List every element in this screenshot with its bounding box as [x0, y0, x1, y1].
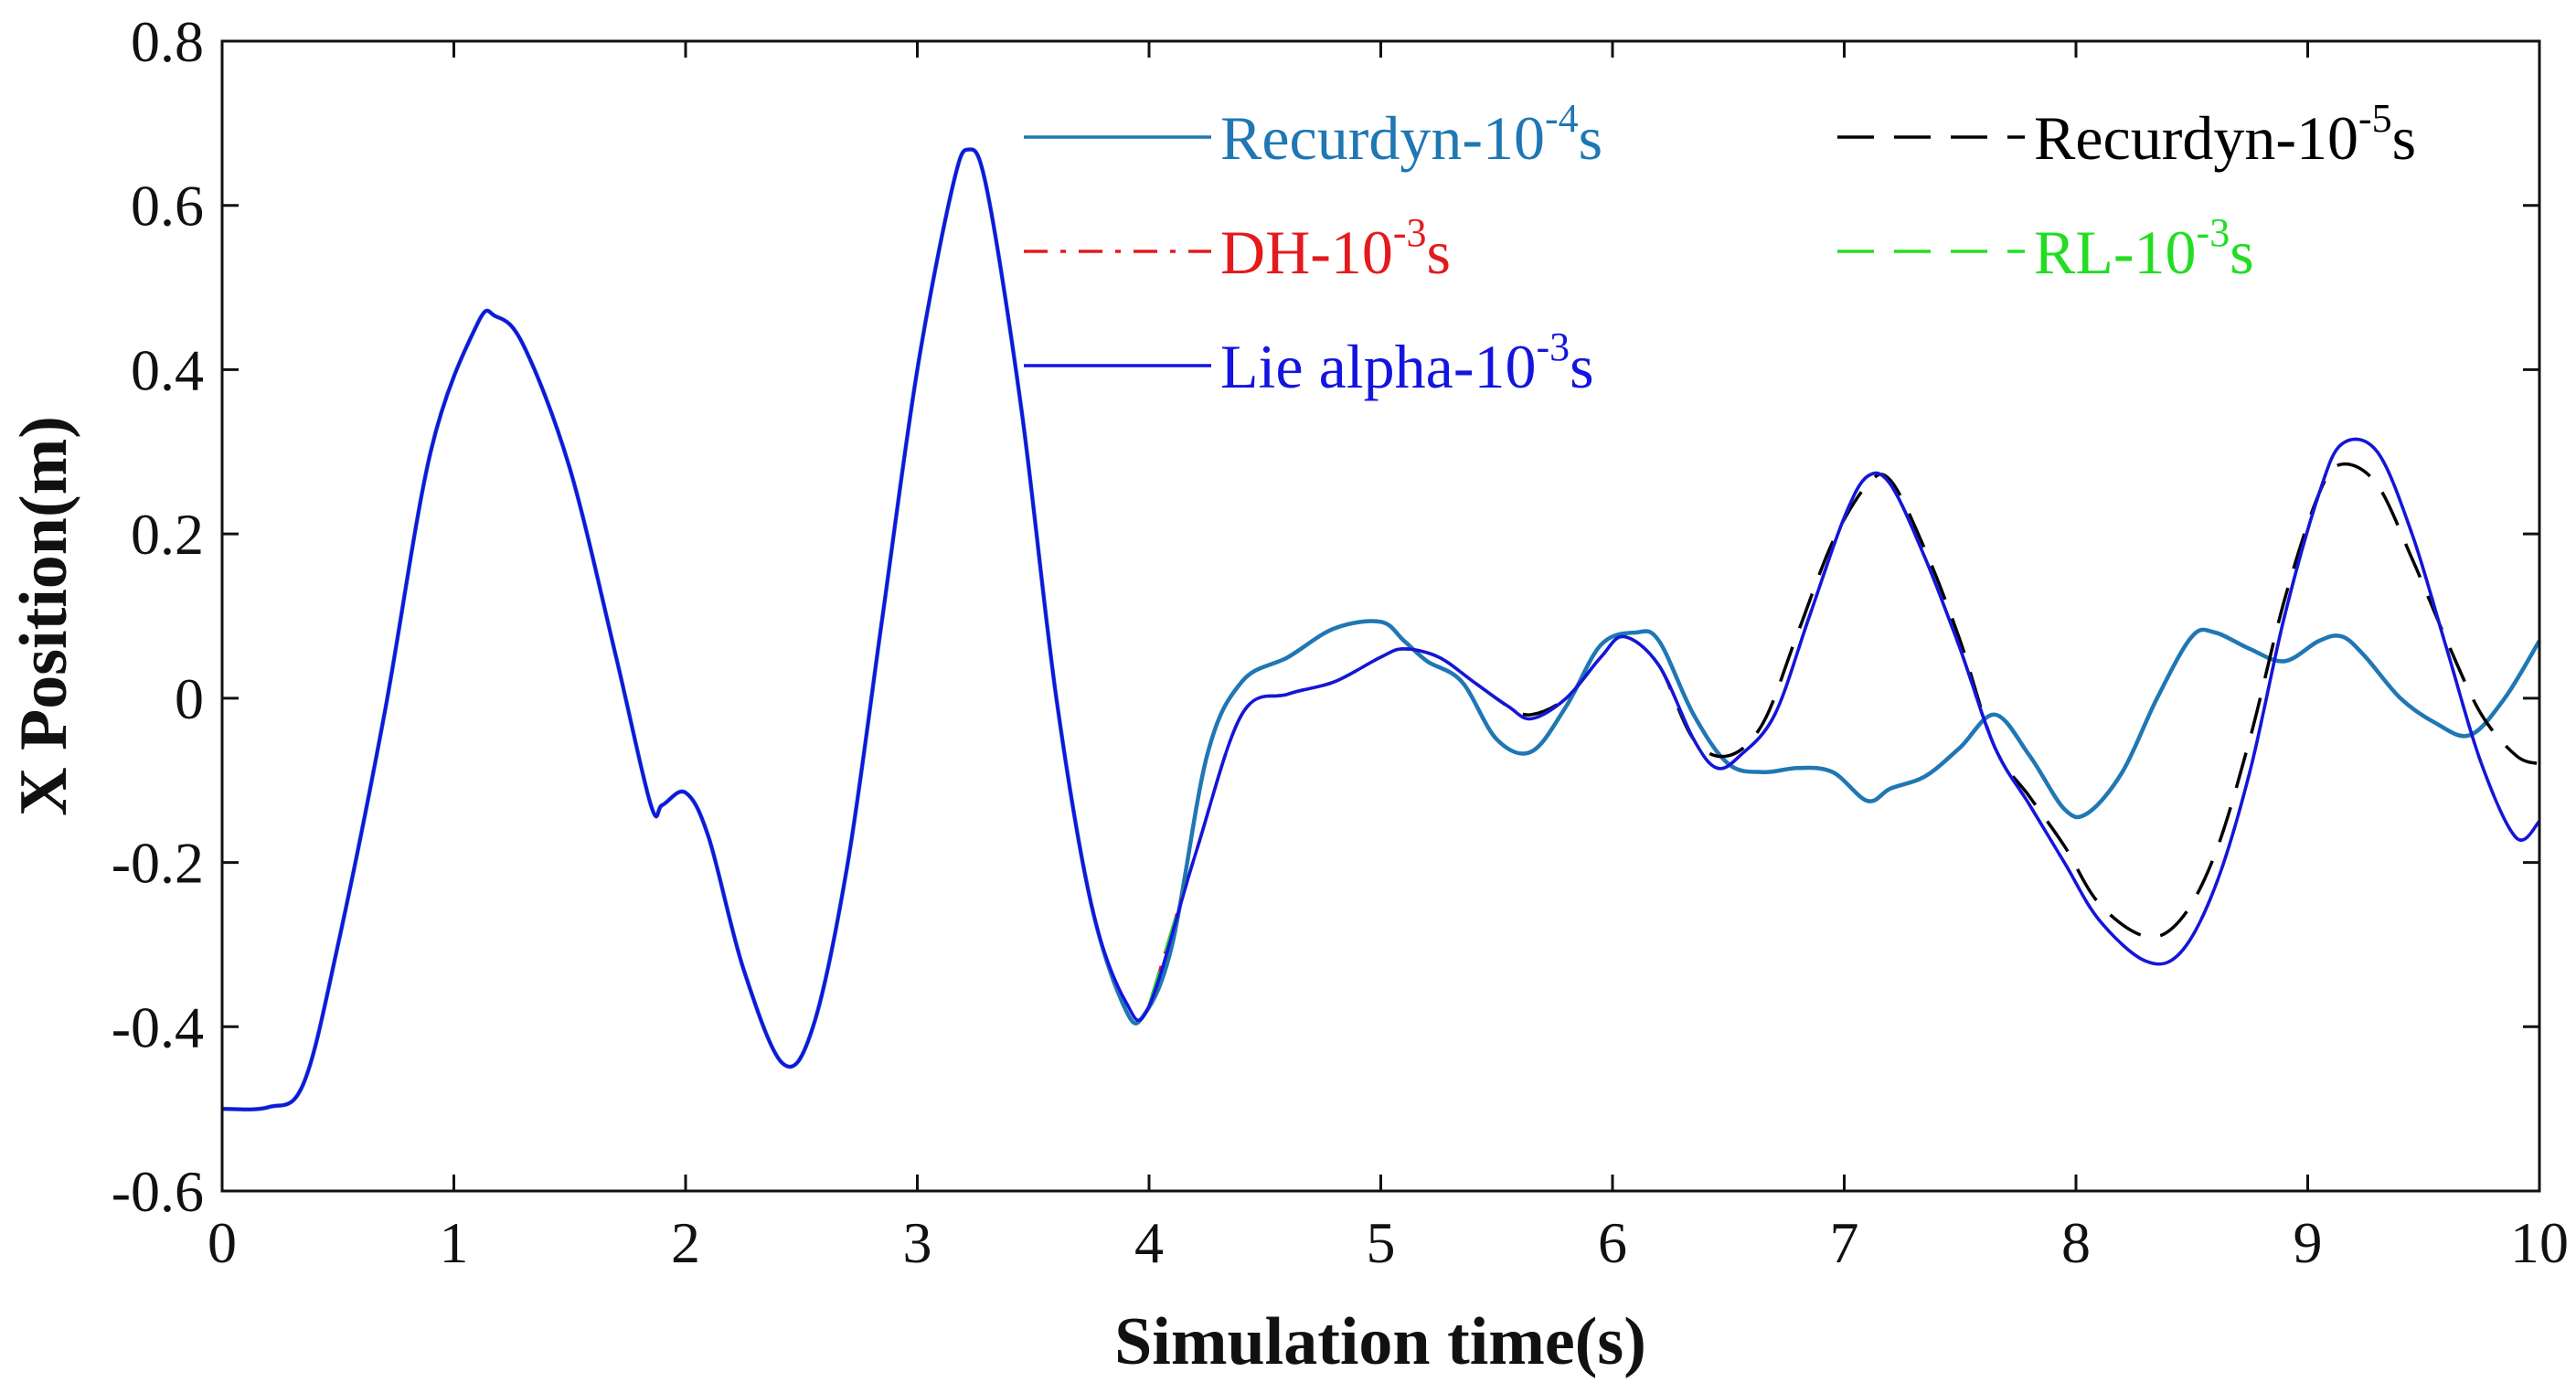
- legend-label: Lie alpha-10-3s: [1220, 324, 1594, 401]
- series-layer: [221, 147, 2541, 1112]
- y-tick-label: -0.6: [112, 1159, 204, 1224]
- x-tick-label: 9: [2294, 1210, 2323, 1275]
- series-line-recurdyn-10m5: [1147, 462, 2540, 1007]
- y-tick-label: 0.8: [131, 9, 204, 74]
- x-tick-label: 6: [1598, 1210, 1627, 1275]
- y-axis-title: X Position(m): [6, 416, 81, 816]
- legend: Recurdyn-10-4s Recurdyn-10-5s DH-10-3s RL-1…: [1024, 96, 2416, 401]
- legend-label: Recurdyn-10-5s: [2034, 96, 2416, 173]
- x-axis-title: Simulation time(s): [1114, 1304, 1646, 1379]
- x-tick-label: 5: [1367, 1210, 1396, 1275]
- legend-label: DH-10-3s: [1220, 210, 1451, 287]
- plot-area-frame: [220, 39, 2541, 1193]
- x-tick-label: 4: [1134, 1210, 1164, 1275]
- legend-label: Recurdyn-10-4s: [1220, 96, 1602, 173]
- x-tick-label: 2: [671, 1210, 700, 1275]
- series-line-lie-alpha-10m3: [221, 147, 2541, 1111]
- y-tick-label: 0.4: [131, 337, 204, 402]
- series-line-rl-10m3: [1147, 437, 2541, 1007]
- y-tick-label: 0.6: [131, 174, 204, 239]
- tick-layer: 0 1 2 3 4 5 6 7 8 9 10 -0.6 -0.4 -0.2 0 0.2 0.4 0.6 0.8: [112, 9, 2569, 1275]
- x-tick-label: 10: [2510, 1210, 2569, 1275]
- x-tick-label: 8: [2061, 1210, 2091, 1275]
- y-tick-label: 0: [175, 666, 204, 731]
- x-tick-label: 0: [208, 1210, 237, 1275]
- y-tick-label: -0.2: [112, 831, 204, 896]
- legend-label: RL-10-3s: [2034, 210, 2254, 287]
- series-line-dh-10m3: [1147, 437, 2541, 1007]
- y-tick-label: -0.4: [112, 994, 204, 1059]
- x-tick-label: 7: [1830, 1210, 1859, 1275]
- y-tick-label: 0.2: [131, 502, 204, 567]
- series-line-recurdyn-10m4: [221, 147, 2541, 1112]
- x-tick-label: 1: [440, 1210, 469, 1275]
- x-tick-label: 3: [903, 1210, 932, 1275]
